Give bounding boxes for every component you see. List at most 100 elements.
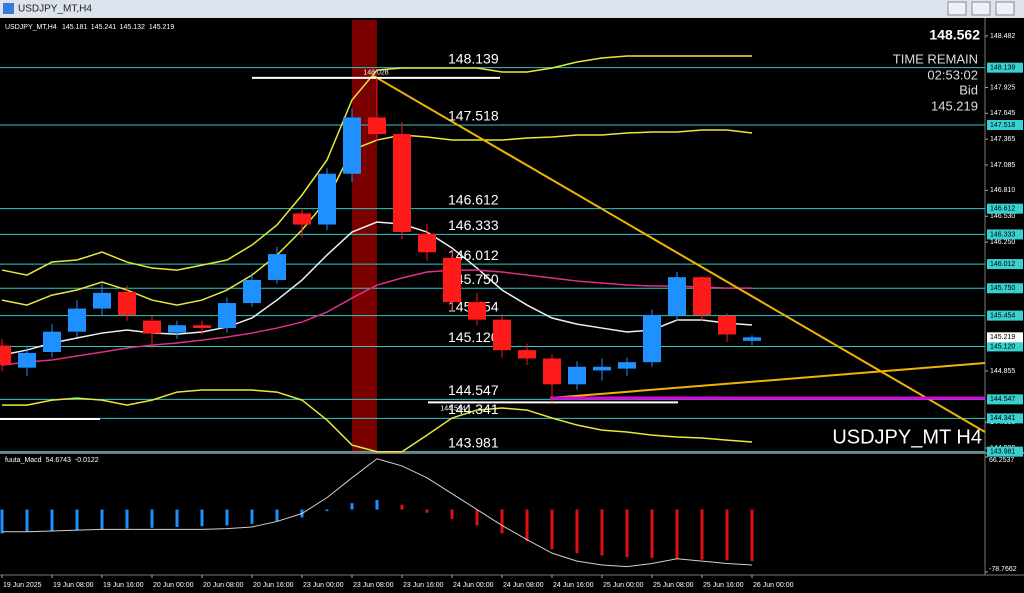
level-tag [987, 229, 1023, 240]
macd-bar [475, 509, 479, 526]
level-tag [987, 341, 1023, 352]
level-tag-label: 144.547 [990, 396, 1015, 403]
macd-bar [50, 509, 54, 531]
trend-line [371, 74, 986, 433]
level-tag-label: 146.333 [990, 231, 1015, 238]
x-tick-label: 20 Jun 16:00 [253, 582, 294, 589]
x-tick-label: 19 Jun 08:00 [53, 582, 94, 589]
x-tick-label: 19 Jun 2025 [3, 582, 42, 589]
macd-bar [275, 509, 279, 522]
y-tick-label: 148.482 [990, 33, 1015, 40]
macd-bar [600, 509, 604, 556]
candle-body [68, 308, 86, 332]
level-tag [987, 203, 1023, 214]
header-value: 145.219 [149, 24, 174, 31]
macd-tick-label: -78.7662 [989, 566, 1017, 573]
macd-header-part: -0.0122 [75, 457, 99, 464]
overlay-line [1, 221, 753, 356]
macd-bar [150, 509, 154, 528]
macd-tick-label: 66.2537 [989, 457, 1014, 464]
x-tick-label: 24 Jun 16:00 [553, 582, 594, 589]
y-tick-label: 146.530 [990, 213, 1015, 220]
x-tick-label: 23 Jun 00:00 [303, 582, 344, 589]
candle-body [393, 134, 411, 232]
macd-bar [325, 509, 329, 512]
bid-tag-label: 145.219 [990, 334, 1015, 341]
x-tick-label: 23 Jun 16:00 [403, 582, 444, 589]
macd-bar [750, 509, 754, 562]
macd-bar [550, 509, 554, 550]
macd-line [2, 458, 753, 568]
macd-bar [575, 509, 579, 554]
candle-body [618, 362, 636, 369]
bid-label: Bid [959, 82, 978, 97]
candle-body [0, 345, 11, 365]
macd-bar [200, 509, 204, 527]
title-bar [0, 0, 1024, 18]
level-tag-label: 146.612 [990, 206, 1015, 213]
level-label: 147.518 [448, 108, 499, 124]
annotation-label: 144.514 [440, 405, 465, 412]
level-tag-label: 145.750 [990, 285, 1015, 292]
current-price: 148.562 [929, 27, 980, 43]
candle-body [643, 315, 661, 363]
candle-body [568, 366, 586, 385]
y-tick-label: 147.085 [990, 162, 1015, 169]
overlay-line [1, 269, 752, 366]
header-value: 145.181 [62, 24, 87, 31]
trend-line [549, 362, 986, 399]
level-tag [987, 310, 1023, 321]
overlay-line [1, 55, 752, 276]
level-tag [987, 446, 1023, 457]
candle-body [43, 331, 61, 352]
macd-bar [725, 509, 729, 561]
macd-bar [525, 509, 529, 542]
level-tag-label: 147.518 [990, 122, 1015, 129]
x-tick-label: 20 Jun 08:00 [203, 582, 244, 589]
macd-bar [625, 509, 629, 558]
x-tick-label: 25 Jun 08:00 [653, 582, 694, 589]
level-tag [987, 119, 1023, 130]
level-label: 144.341 [448, 401, 499, 417]
candle-body [118, 291, 136, 316]
level-label: 143.981 [448, 434, 499, 450]
macd-bar [250, 509, 254, 524]
minimize-button[interactable] [947, 1, 967, 16]
time-remain-label: TIME REMAIN [893, 51, 978, 66]
y-tick-label: 146.810 [990, 187, 1015, 194]
candle-body [193, 325, 211, 328]
header-value: 145.241 [91, 24, 116, 31]
level-tag [987, 394, 1023, 405]
candle-body [143, 320, 161, 334]
candle-body [293, 213, 311, 225]
level-label: 145.120 [448, 329, 499, 345]
x-tick-label: 20 Jun 00:00 [153, 582, 194, 589]
candle-body [243, 279, 261, 304]
level-tag-label: 148.139 [990, 64, 1015, 71]
candle-body [218, 303, 236, 328]
candle-body [443, 257, 461, 303]
candle-body [718, 315, 736, 335]
y-tick-label: 147.365 [990, 136, 1015, 143]
macd-bar [675, 509, 679, 559]
candle-body [518, 350, 536, 359]
level-label: 144.547 [448, 382, 499, 398]
y-tick-label: 144.855 [990, 368, 1015, 375]
level-label: 148.139 [448, 50, 499, 66]
level-tag-label: 144.341 [990, 415, 1015, 422]
highlight-band [352, 20, 377, 452]
level-label: 146.612 [448, 191, 499, 207]
candle-body [693, 277, 711, 316]
level-tag [987, 283, 1023, 294]
y-tick-label: 147.925 [990, 84, 1015, 91]
macd-bar [225, 509, 229, 526]
close-button[interactable] [995, 1, 1015, 16]
candle-body [593, 366, 611, 371]
maximize-button[interactable] [971, 1, 991, 16]
y-tick-label: 146.250 [990, 239, 1015, 246]
annotation-label: 148.028 [363, 70, 388, 77]
bid-tag [987, 332, 1023, 343]
header-ohlc: 145.181 145.241 145.132 145.219 [62, 24, 174, 31]
